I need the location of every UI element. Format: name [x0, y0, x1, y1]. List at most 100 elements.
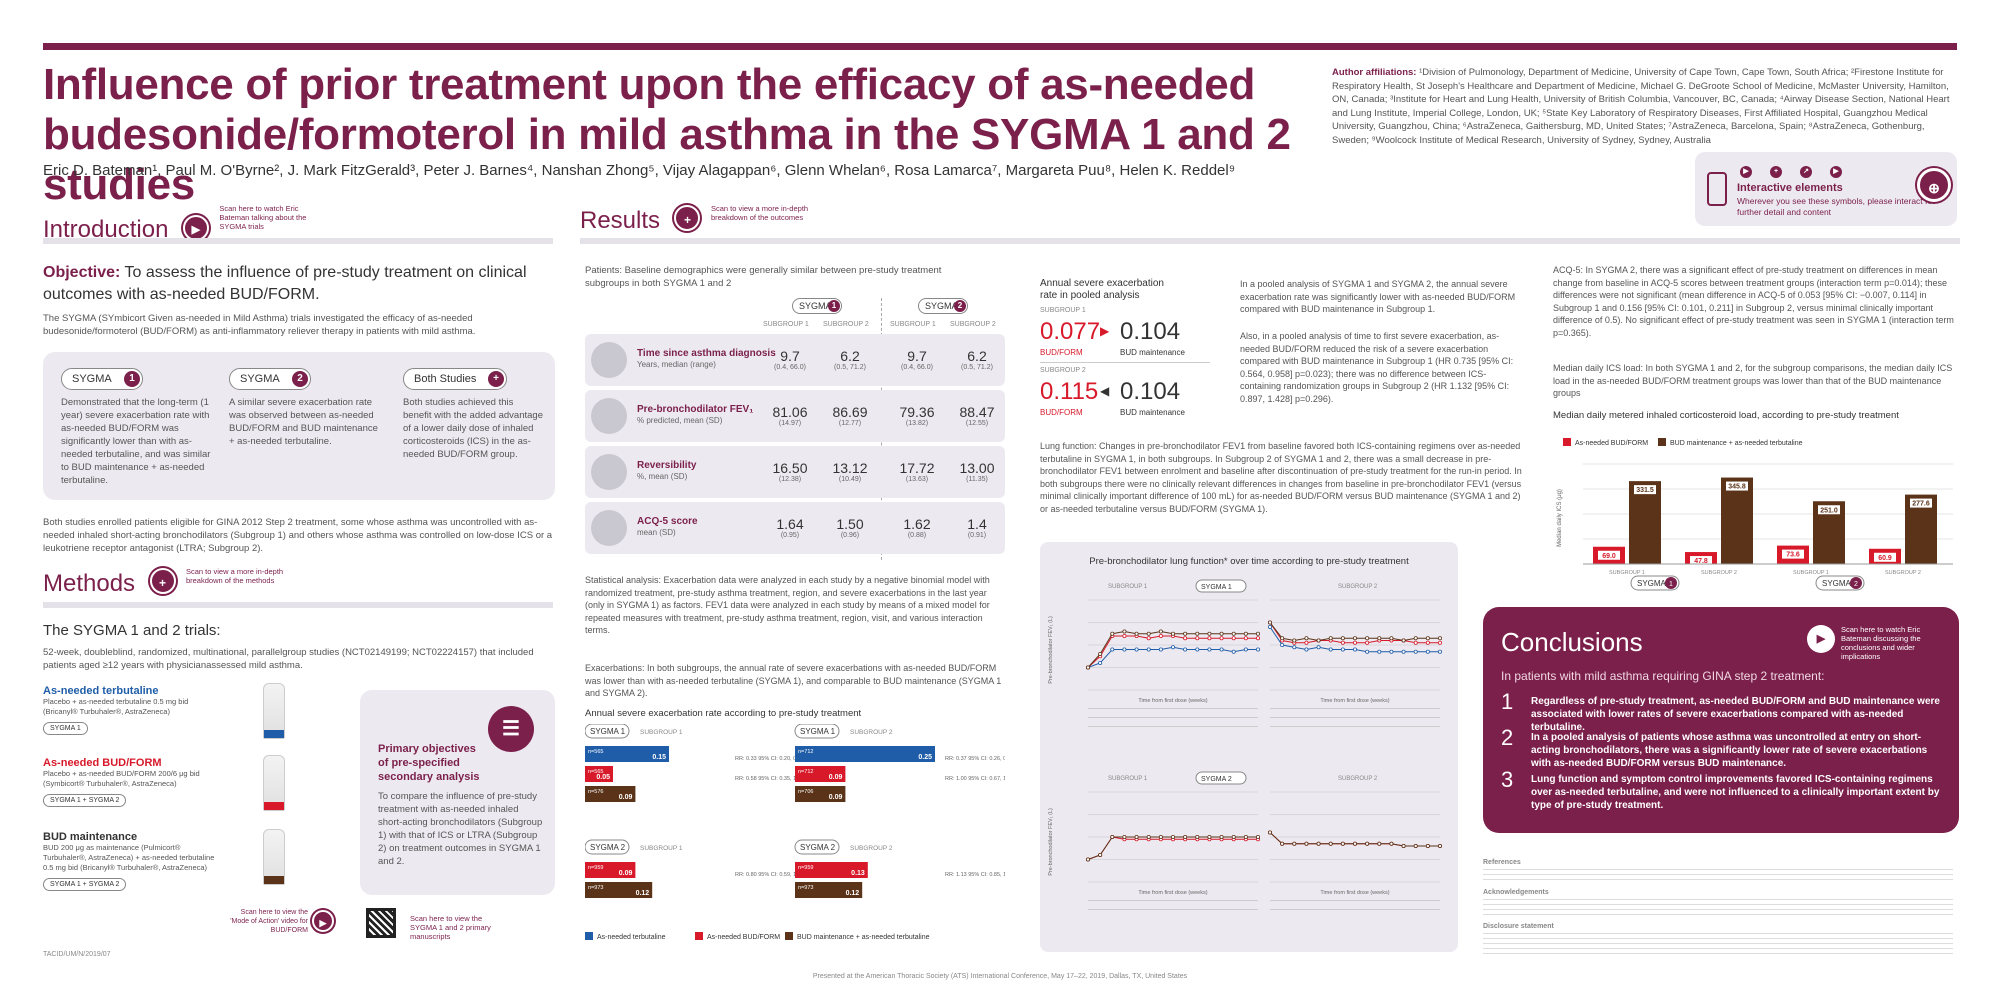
bar-value: 0.12 — [636, 890, 650, 897]
bar-value: 345.8 — [1728, 484, 1746, 491]
data-point — [1316, 645, 1321, 650]
bar-n: n=565 — [588, 769, 603, 775]
bar-value: 0.12 — [846, 890, 860, 897]
subgroup-label: SUBGROUP 1 — [640, 845, 683, 852]
study-pill — [1195, 771, 1247, 785]
x-tick-label: SUBGROUP 1 — [1609, 570, 1645, 576]
ics-chart-title: Median daily metered inhaled corticoster… — [1553, 410, 1899, 421]
data-point — [1195, 647, 1200, 652]
inhaler-icon — [263, 683, 285, 739]
data-point — [1377, 636, 1382, 641]
data-point — [1255, 636, 1260, 641]
scan-icon[interactable]: + — [674, 205, 701, 231]
data-point — [1183, 647, 1188, 652]
cell-value: 17.72 — [899, 460, 935, 476]
x-axis-label: Time from first dose (weeks) — [1138, 890, 1207, 896]
data-point — [1086, 857, 1091, 862]
data-point — [1231, 649, 1236, 654]
pooled-sub2: SUBGROUP 2 — [1040, 367, 1086, 374]
data-point — [1122, 834, 1127, 839]
video-icon[interactable]: ▶ — [1807, 625, 1835, 653]
data-point — [1413, 649, 1418, 654]
row-label: ACQ-5 score — [637, 516, 698, 527]
acq-text: ACQ-5: In SYGMA 2, there was a significa… — [1553, 265, 1954, 338]
scan-icon[interactable]: + — [149, 568, 176, 594]
point-text: In a pooled analysis of patients whose a… — [1531, 732, 1928, 769]
references-text — [1483, 869, 1953, 883]
rr-note: RR: 0.58 95% CI: 0.35, 1.00 (p=0.049) — [735, 776, 829, 782]
trials-body: 52-week, doubleblind, randomized, multin… — [43, 647, 534, 671]
cell-sd: (13.63) — [905, 476, 929, 483]
data-point — [1243, 631, 1248, 636]
bar — [795, 786, 846, 802]
bar-value: 0.09 — [829, 774, 843, 781]
data-point — [1122, 629, 1127, 634]
qr-code[interactable] — [366, 908, 396, 938]
data-point — [1401, 638, 1406, 643]
data-point — [1352, 640, 1357, 645]
cell-value: 1.50 — [836, 516, 864, 532]
x-axis-label: Time from first dose (weeks) — [1320, 698, 1389, 704]
objective-text: To assess the influence of pre-study tre… — [43, 264, 527, 303]
bar-value: 47.8 — [1694, 558, 1708, 565]
bar-label-bg — [1634, 485, 1656, 495]
legend-swatch — [1658, 438, 1666, 446]
divider — [43, 238, 553, 244]
study-pill — [585, 724, 630, 739]
legend-label: As-needed BUD/FORM — [707, 934, 780, 941]
bar-label-bg — [1726, 481, 1748, 491]
study-pill — [585, 839, 630, 855]
table-row: Reversibility%, mean (SD) 16.50 (12.38) 13… — [585, 446, 1005, 498]
data-point — [1158, 629, 1163, 634]
data-point — [1207, 631, 1212, 636]
data-point — [1328, 647, 1333, 652]
pooled-bf2: 0.115 — [1040, 378, 1099, 405]
bar-n: n=959 — [588, 865, 603, 871]
lungs-icon — [591, 398, 627, 434]
bar-label-bg — [1874, 552, 1896, 562]
cell-sd: (10.49) — [838, 476, 862, 483]
authors: Eric D. Bateman¹, Paul M. O'Byrne², J. M… — [43, 162, 1236, 179]
subgroup-label: SUBGROUP 2 — [1338, 776, 1378, 782]
data-point — [1243, 834, 1248, 839]
data-point — [1207, 647, 1212, 652]
cell-sd: (0.88) — [907, 532, 927, 539]
data-point — [1110, 647, 1115, 652]
primary-title: Primary objectives of pre-specified seco… — [378, 743, 480, 783]
reversibility-icon — [591, 454, 627, 490]
bar — [585, 862, 636, 878]
bar-value: 69.0 — [1602, 553, 1616, 560]
bar-label-bg — [1598, 550, 1620, 560]
data-point — [1219, 834, 1224, 839]
data-point — [1255, 631, 1260, 636]
data-point — [1207, 834, 1212, 839]
data-point — [1110, 631, 1115, 636]
cell-sd: (0.91) — [967, 532, 987, 539]
bar — [795, 882, 863, 898]
arm-terbutaline: As-needed terbutaline Placebo + as-neede… — [43, 683, 343, 757]
play-icon[interactable]: ▶ — [312, 910, 334, 932]
data-point — [1437, 843, 1442, 848]
data-point — [1243, 636, 1248, 641]
bar-n: n=973 — [588, 885, 603, 891]
bar-n: n=959 — [798, 865, 813, 871]
cell-sd: (0.4, 66.0) — [774, 364, 806, 371]
touch-icon[interactable]: ⊕ — [1917, 168, 1951, 202]
data-point — [1231, 834, 1236, 839]
video-icon[interactable]: ▶ — [182, 215, 209, 241]
statistical-analysis: Statistical analysis: Exacerbation data … — [585, 575, 990, 635]
data-point — [1352, 647, 1357, 652]
study-pill — [1195, 579, 1247, 593]
y-axis-label: Pre-bronchodilator FEV₁ (L) — [1048, 616, 1054, 684]
pooled-title: Annual severe exacerbation rate in poole… — [1040, 278, 1164, 301]
inhaler-icon — [263, 829, 285, 885]
study-label: SYGMA 2 — [590, 843, 626, 852]
primary-objectives-box: ☰ Primary objectives of pre-specified se… — [360, 690, 555, 895]
fev-chart-title: Pre-bronchodilator lung function* over t… — [1089, 556, 1409, 567]
trials-title: The SYGMA 1 and 2 trials: — [43, 622, 221, 639]
study-number: 2 — [1854, 581, 1858, 588]
interactive-elements-box: ▶ + ↗ ▶ Interactive elements Wherever you s… — [1695, 152, 1957, 226]
bar — [795, 746, 935, 762]
data-point — [1134, 834, 1139, 839]
data-point — [1365, 636, 1370, 641]
